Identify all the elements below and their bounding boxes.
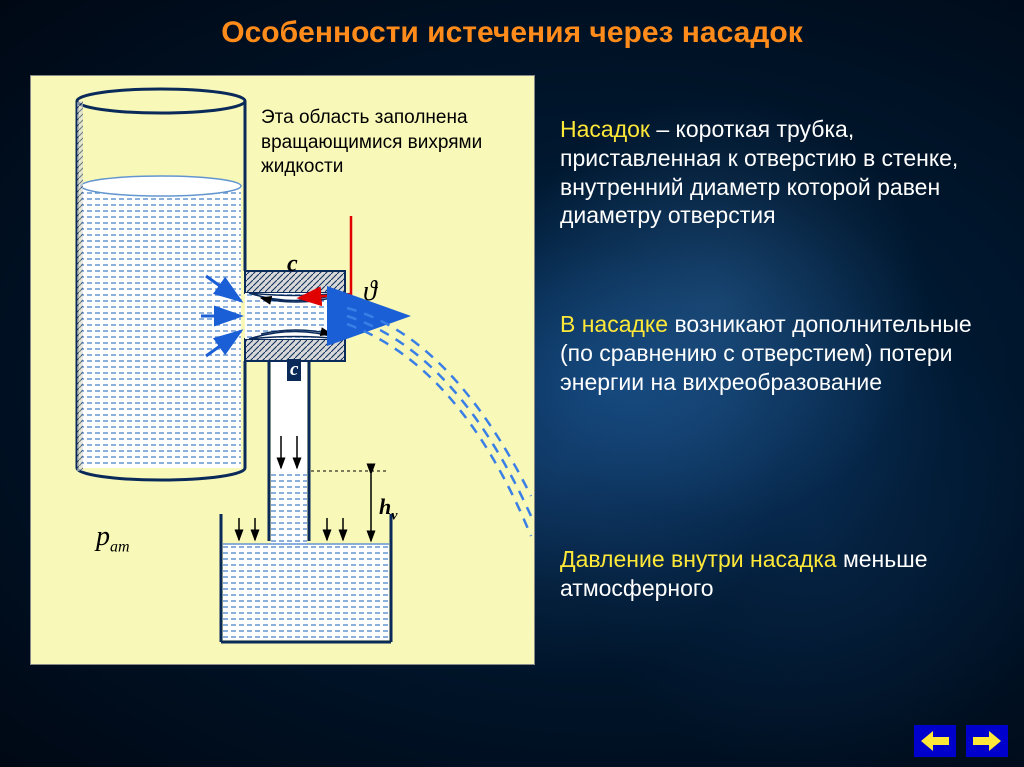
next-button[interactable] bbox=[966, 725, 1008, 757]
arrow-right-icon bbox=[973, 731, 1001, 751]
label-pam-main: p bbox=[96, 521, 110, 552]
pressure-highlight: Давление внутри насадка bbox=[560, 546, 837, 572]
label-c-bottom: с bbox=[287, 359, 301, 381]
label-pam-sub: ат bbox=[110, 539, 130, 556]
label-hv: hv bbox=[379, 494, 397, 524]
arrow-left-icon bbox=[921, 731, 949, 751]
page-title: Особенности истечения через насадок bbox=[0, 16, 1024, 50]
label-pam: pат bbox=[96, 521, 130, 557]
diagram-panel: Эта область заполнена вращающимися вихря… bbox=[30, 75, 535, 665]
losses-text: В насадке возникают дополнительные (по с… bbox=[560, 310, 1000, 396]
label-hv-sub: v bbox=[391, 508, 397, 523]
definition-text: Насадок – короткая трубка, приставленная… bbox=[560, 115, 1000, 230]
label-theta: ϑ bbox=[363, 276, 377, 308]
definition-highlight: Насадок bbox=[560, 116, 650, 142]
losses-highlight: В насадке bbox=[560, 311, 668, 337]
label-c-top: с bbox=[287, 251, 298, 278]
diagram-svg bbox=[31, 76, 536, 666]
pressure-text: Давление внутри насадка меньше атмосферн… bbox=[560, 545, 1000, 603]
label-hv-main: h bbox=[379, 494, 391, 519]
prev-button[interactable] bbox=[914, 725, 956, 757]
